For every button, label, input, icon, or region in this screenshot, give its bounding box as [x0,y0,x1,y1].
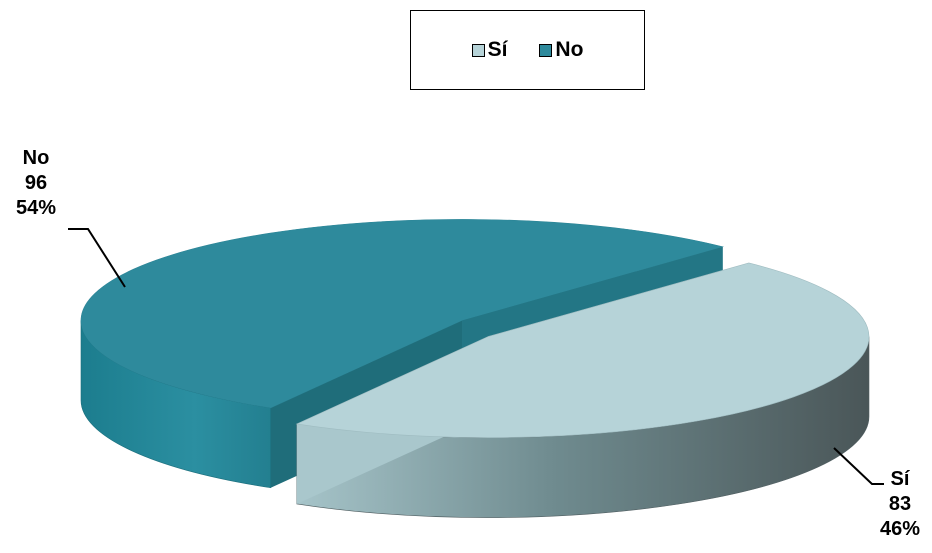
data-label-no-value: 96 [24,172,48,194]
legend-label-si: Sí [487,38,508,61]
pie-slices-group [80,219,870,518]
legend-swatch-si [471,43,485,57]
chart-legend: Sí No [410,10,645,90]
leader-line-si [833,447,884,485]
slice-no-top-overlay [81,219,723,408]
leader-line-no [68,228,126,288]
data-label-no-percent: 54% [15,197,57,219]
slice-si-top [295,262,870,438]
legend-swatch-no [539,43,553,57]
data-label-no: No 96 54% [4,146,68,221]
leader-lines-group [68,228,884,485]
legend-entry-si: Sí [471,38,508,62]
data-label-si-category: Sí [890,468,910,490]
data-label-si: Sí 83 46% [868,467,932,542]
legend-label-no: No [555,38,584,61]
legend-entry-no: No [539,38,583,62]
data-label-si-percent: 46% [879,518,921,540]
data-label-no-category: No [22,147,50,169]
data-label-si-value: 83 [888,493,912,515]
